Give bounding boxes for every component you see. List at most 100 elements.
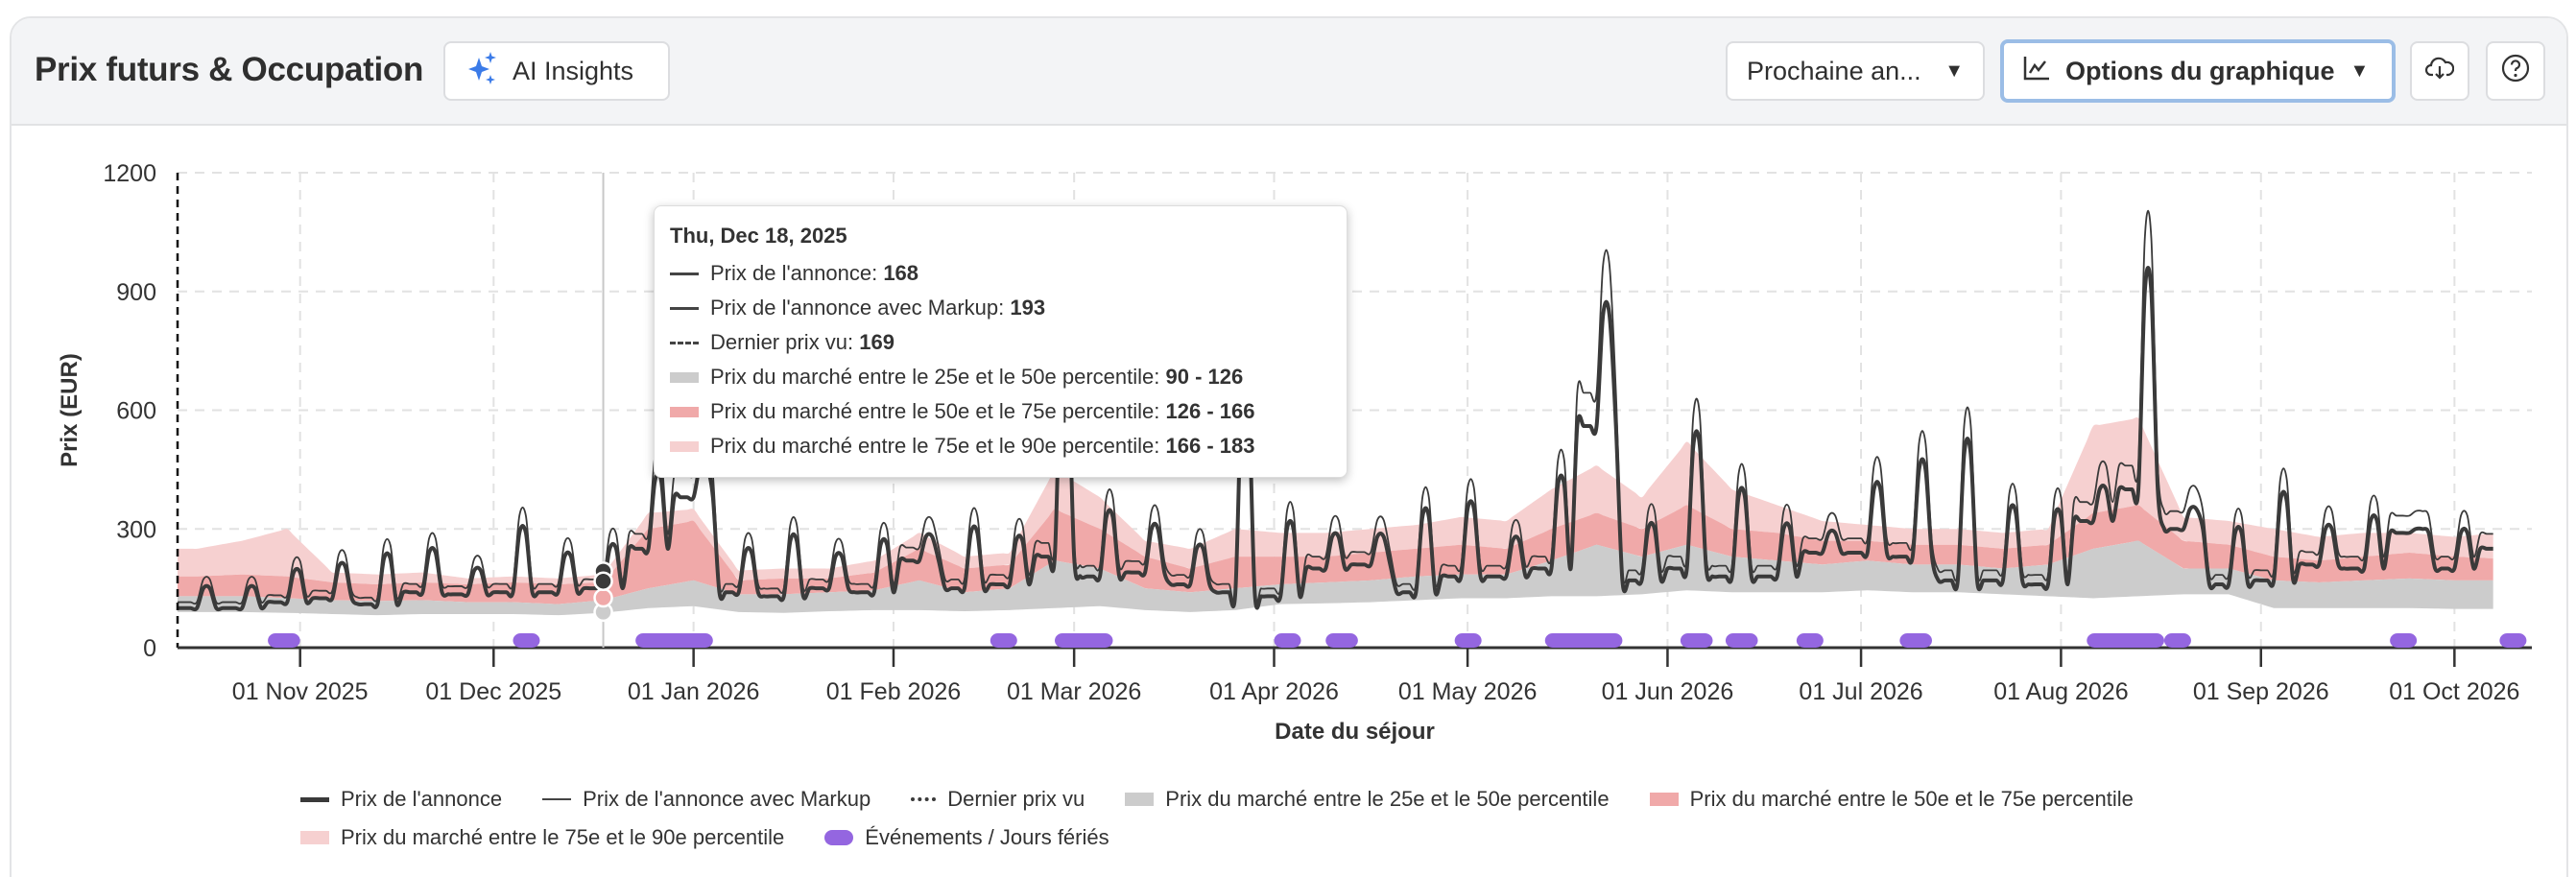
chart-options-label: Options du graphique — [2065, 56, 2335, 85]
x-tick-label: 01 Jan 2026 — [628, 678, 760, 705]
event-marker — [990, 633, 1017, 648]
x-tick-label: 01 Jul 2026 — [1799, 678, 1922, 705]
x-tick-label: 01 May 2026 — [1398, 678, 1538, 705]
chart-options-button[interactable]: Options du graphique ▼ — [2000, 39, 2396, 103]
y-tick-label: 1200 — [103, 160, 156, 187]
pink-swatch — [670, 440, 699, 452]
tooltip-row-p25-50: Prix du marché entre le 25e et le 50e pe… — [670, 360, 1331, 394]
caret-down-icon: ▼ — [2349, 59, 2370, 82]
tooltip-row-p50-75: Prix du marché entre le 50e et le 75e pe… — [670, 394, 1331, 429]
chart-legend: Prix de l'annonce Prix de l'annonce avec… — [300, 785, 2335, 852]
line-swatch — [300, 796, 329, 802]
hover-point — [593, 571, 613, 591]
event-marker — [2163, 633, 2191, 648]
tooltip-date: Thu, Dec 18, 2025 — [670, 224, 847, 248]
event-marker — [1544, 633, 1623, 648]
line-chart-icon — [2023, 56, 2050, 87]
legend-item-price[interactable]: Prix de l'annonce — [300, 785, 502, 814]
series-listing-price — [177, 266, 2493, 612]
legend-item-p25-50[interactable]: Prix du marché entre le 25e et le 50e pe… — [1125, 785, 1610, 814]
event-marker — [1680, 633, 1713, 648]
event-marker — [1454, 633, 1482, 648]
tooltip-row-last-seen: Dernier prix vu: 169 — [670, 325, 1331, 360]
chart-tooltip: Thu, Dec 18, 2025 Prix de l'annonce: 168… — [654, 205, 1348, 478]
tooltip-value: 169 — [859, 330, 894, 354]
dashed-line-swatch — [670, 341, 699, 344]
event-marker — [1725, 633, 1758, 648]
x-tick-label: 01 Apr 2026 — [1209, 678, 1339, 705]
ai-insights-button[interactable]: AI Insights — [443, 41, 670, 101]
line-swatch — [670, 306, 699, 310]
pink-swatch — [300, 831, 329, 844]
red-swatch — [670, 406, 699, 417]
y-tick-label: 600 — [116, 398, 156, 425]
x-tick-label: 01 Mar 2026 — [1007, 678, 1141, 705]
event-marker — [1325, 633, 1358, 648]
legend-label: Prix du marché entre le 75e et le 90e pe… — [341, 825, 785, 849]
red-swatch — [1649, 793, 1679, 806]
legend-item-last-seen[interactable]: Dernier prix vu — [911, 785, 1085, 814]
event-marker — [2087, 633, 2164, 648]
legend-item-p75-90[interactable]: Prix du marché entre le 75e et le 90e pe… — [300, 823, 784, 852]
event-marker — [268, 633, 300, 648]
tooltip-value: 126 - 166 — [1165, 399, 1255, 423]
tooltip-row-markup: Prix de l'annonce avec Markup: 193 — [670, 291, 1331, 325]
card-title: Prix futurs & Occupation — [35, 51, 424, 88]
legend-label: Événements / Jours fériés — [865, 825, 1109, 849]
hover-point — [593, 587, 613, 608]
legend-label: Prix de l'annonce — [341, 787, 503, 811]
tooltip-value: 90 - 126 — [1165, 365, 1244, 389]
y-tick-label: 0 — [143, 635, 156, 662]
x-tick-label: 01 Jun 2026 — [1602, 678, 1734, 705]
legend-item-events[interactable]: Événements / Jours fériés — [824, 823, 1109, 852]
caret-down-icon: ▼ — [1944, 59, 1964, 82]
y-axis-title: Prix (EUR) — [57, 353, 83, 467]
event-marker — [2499, 633, 2527, 648]
event-marker — [2390, 633, 2418, 648]
tooltip-row-p75-90: Prix du marché entre le 75e et le 90e pe… — [670, 429, 1331, 463]
series-price-with-markup — [177, 210, 2493, 605]
band-p50-p75 — [178, 505, 2493, 604]
cloud-download-icon — [2424, 56, 2455, 87]
tooltip-label: Prix du marché entre le 75e et le 90e pe… — [710, 434, 1166, 458]
gray-swatch — [670, 371, 699, 383]
tooltip-label: Prix du marché entre le 50e et le 75e pe… — [710, 399, 1166, 423]
legend-label: Prix du marché entre le 50e et le 75e pe… — [1689, 787, 2134, 811]
legend-item-p50-75[interactable]: Prix du marché entre le 50e et le 75e pe… — [1649, 785, 2134, 814]
tooltip-value: 168 — [883, 261, 919, 285]
sparkles-icon — [468, 51, 497, 91]
line-swatch — [670, 272, 699, 275]
x-tick-label: 01 Aug 2026 — [1993, 678, 2128, 705]
tooltip-value: 166 - 183 — [1165, 434, 1255, 458]
period-select[interactable]: Prochaine an... ▼ — [1726, 41, 1985, 101]
legend-label: Dernier prix vu — [947, 787, 1085, 811]
x-tick-label: 01 Nov 2025 — [232, 678, 369, 705]
help-circle-icon — [2501, 54, 2530, 89]
period-select-value: Prochaine an... — [1747, 56, 1921, 85]
thin-line-swatch — [542, 798, 572, 800]
download-button[interactable] — [2410, 41, 2469, 101]
tooltip-row-price: Prix de l'annonce: 168 — [670, 256, 1331, 291]
event-marker — [1054, 633, 1113, 648]
x-tick-label: 01 Dec 2025 — [425, 678, 561, 705]
band-p25-p50 — [178, 540, 2493, 616]
ai-insights-label: AI Insights — [513, 56, 634, 85]
event-marker — [1899, 633, 1932, 648]
gray-swatch — [1125, 793, 1155, 806]
dotted-line-swatch — [911, 797, 937, 801]
legend-label: Prix de l'annonce avec Markup — [583, 787, 871, 811]
events-swatch — [824, 830, 854, 845]
x-tick-label: 01 Oct 2026 — [2389, 678, 2519, 705]
event-marker — [513, 633, 540, 648]
tooltip-label: Dernier prix vu: — [710, 330, 860, 354]
x-tick-label: 01 Sep 2026 — [2193, 678, 2329, 705]
y-tick-label: 900 — [116, 279, 156, 306]
x-tick-label: 01 Feb 2026 — [826, 678, 961, 705]
event-marker — [1274, 633, 1301, 648]
tooltip-value: 193 — [1010, 296, 1046, 320]
help-button[interactable] — [2486, 41, 2545, 101]
tooltip-label: Prix de l'annonce avec Markup: — [710, 296, 1011, 320]
x-axis-title: Date du séjour — [1275, 719, 1435, 745]
legend-item-markup[interactable]: Prix de l'annonce avec Markup — [542, 785, 871, 814]
